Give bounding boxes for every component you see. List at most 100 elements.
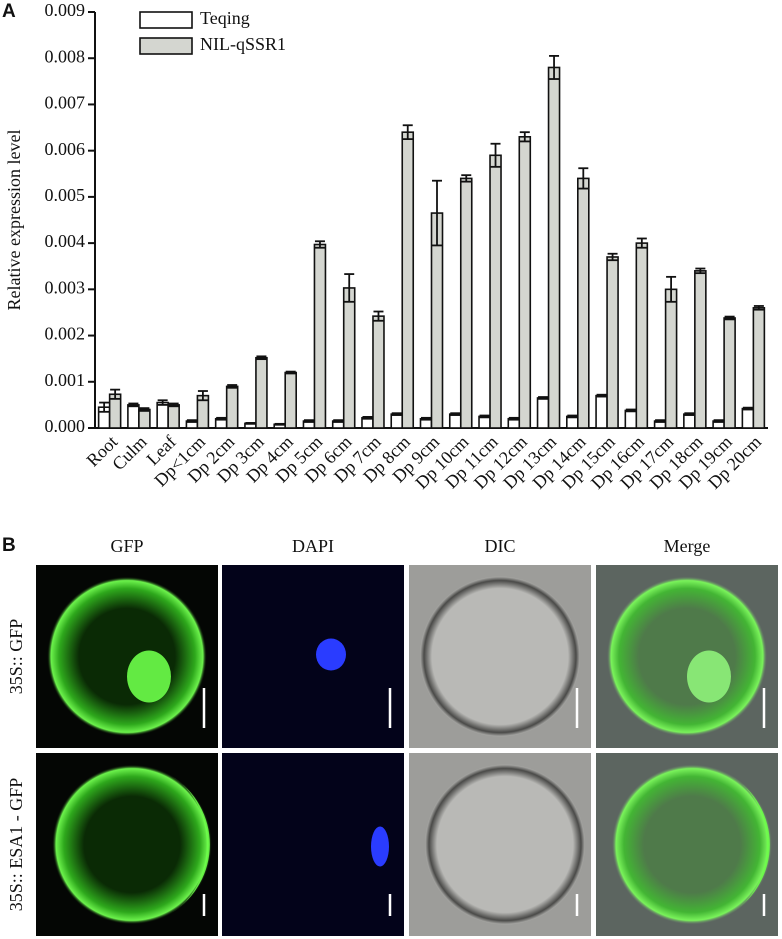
cell [420,576,580,737]
bar [624,409,638,429]
error-bar [157,399,168,406]
micrograph [409,565,591,748]
bar [342,287,356,429]
bar [536,397,550,429]
error-bar [227,384,238,389]
bar [606,256,619,429]
error-bar [490,142,501,168]
bar [284,371,297,429]
bar [577,177,590,429]
error-bar [753,305,764,311]
error-bar [168,402,179,408]
error-bar [508,416,519,421]
error-bar [636,237,647,249]
micrograph [36,753,218,936]
nucleus-signal [687,650,731,703]
error-bar [684,412,695,416]
error-bar [197,390,208,402]
error-bar [724,315,735,321]
error-bar [432,179,442,247]
error-bar [549,55,560,80]
bar [694,270,707,429]
bar [683,413,696,429]
error-bar [625,408,636,413]
bar [401,131,415,429]
micrograph [596,565,778,748]
column-header: DIC [485,536,516,556]
micrograph [222,753,404,936]
bar [547,66,561,429]
error-bar [373,310,384,322]
legend-label: NIL-qSSR1 [200,34,286,54]
cell [52,764,212,925]
error-bar [742,406,753,411]
bar [635,242,649,429]
bar [448,413,462,429]
cell [607,576,767,737]
error-bar [519,131,530,143]
error-bar [421,416,431,421]
legend-label: Teqing [200,8,250,28]
micrograph [596,753,778,936]
bar [723,317,736,429]
bar [741,407,755,429]
crescent-signal [172,776,210,913]
bar [255,356,268,429]
bar [167,404,180,429]
error-bar [655,419,666,423]
error-bar [538,396,549,400]
error-bar [695,267,706,275]
error-bar [596,393,607,398]
column-header: DAPI [292,536,334,556]
y-tick-label: 0.006 [45,139,86,159]
bar [459,177,473,429]
error-bar [578,167,589,190]
bar [156,401,169,429]
legend-swatch [139,11,193,29]
y-tick-label: 0.009 [45,0,86,20]
cell [47,576,207,737]
error-bar [285,370,296,375]
panel-label: B [2,535,16,556]
legend-swatch [139,37,193,55]
y-tick-label: 0.005 [45,185,86,205]
cell [425,764,585,925]
y-tick-label: 0.003 [45,277,86,297]
error-bar [402,124,413,141]
error-bar [186,419,197,423]
error-bar [344,273,355,303]
panel-label: A [2,1,16,22]
row-label: 35S:: ESA1 - GFP [6,778,26,912]
error-bar [274,422,285,426]
error-bar [245,422,256,425]
bar [489,154,502,429]
dapi-signal [316,638,346,671]
y-tick-label: 0.000 [45,416,86,436]
y-tick-label: 0.007 [45,93,86,113]
image-background [222,565,404,748]
micrograph [222,565,404,748]
error-bar [607,252,618,262]
bar [595,394,608,429]
bar [127,404,140,429]
bar [225,385,239,429]
bar [138,408,151,429]
row-label: 35S:: GFP [6,619,26,695]
y-tick-label: 0.001 [45,370,86,390]
bar [390,413,404,429]
y-tick-label: 0.008 [45,46,86,66]
crescent-signal [732,776,770,913]
micrograph [409,753,591,936]
dapi-signal [371,826,389,867]
error-bar [333,419,344,423]
bar [313,243,327,429]
error-bar [713,419,724,423]
error-bar [256,355,267,361]
column-header: GFP [110,536,143,556]
error-bar [666,275,677,303]
error-bar [216,416,227,421]
error-bar [128,402,139,408]
error-bar [99,401,110,413]
error-bar [139,407,150,412]
